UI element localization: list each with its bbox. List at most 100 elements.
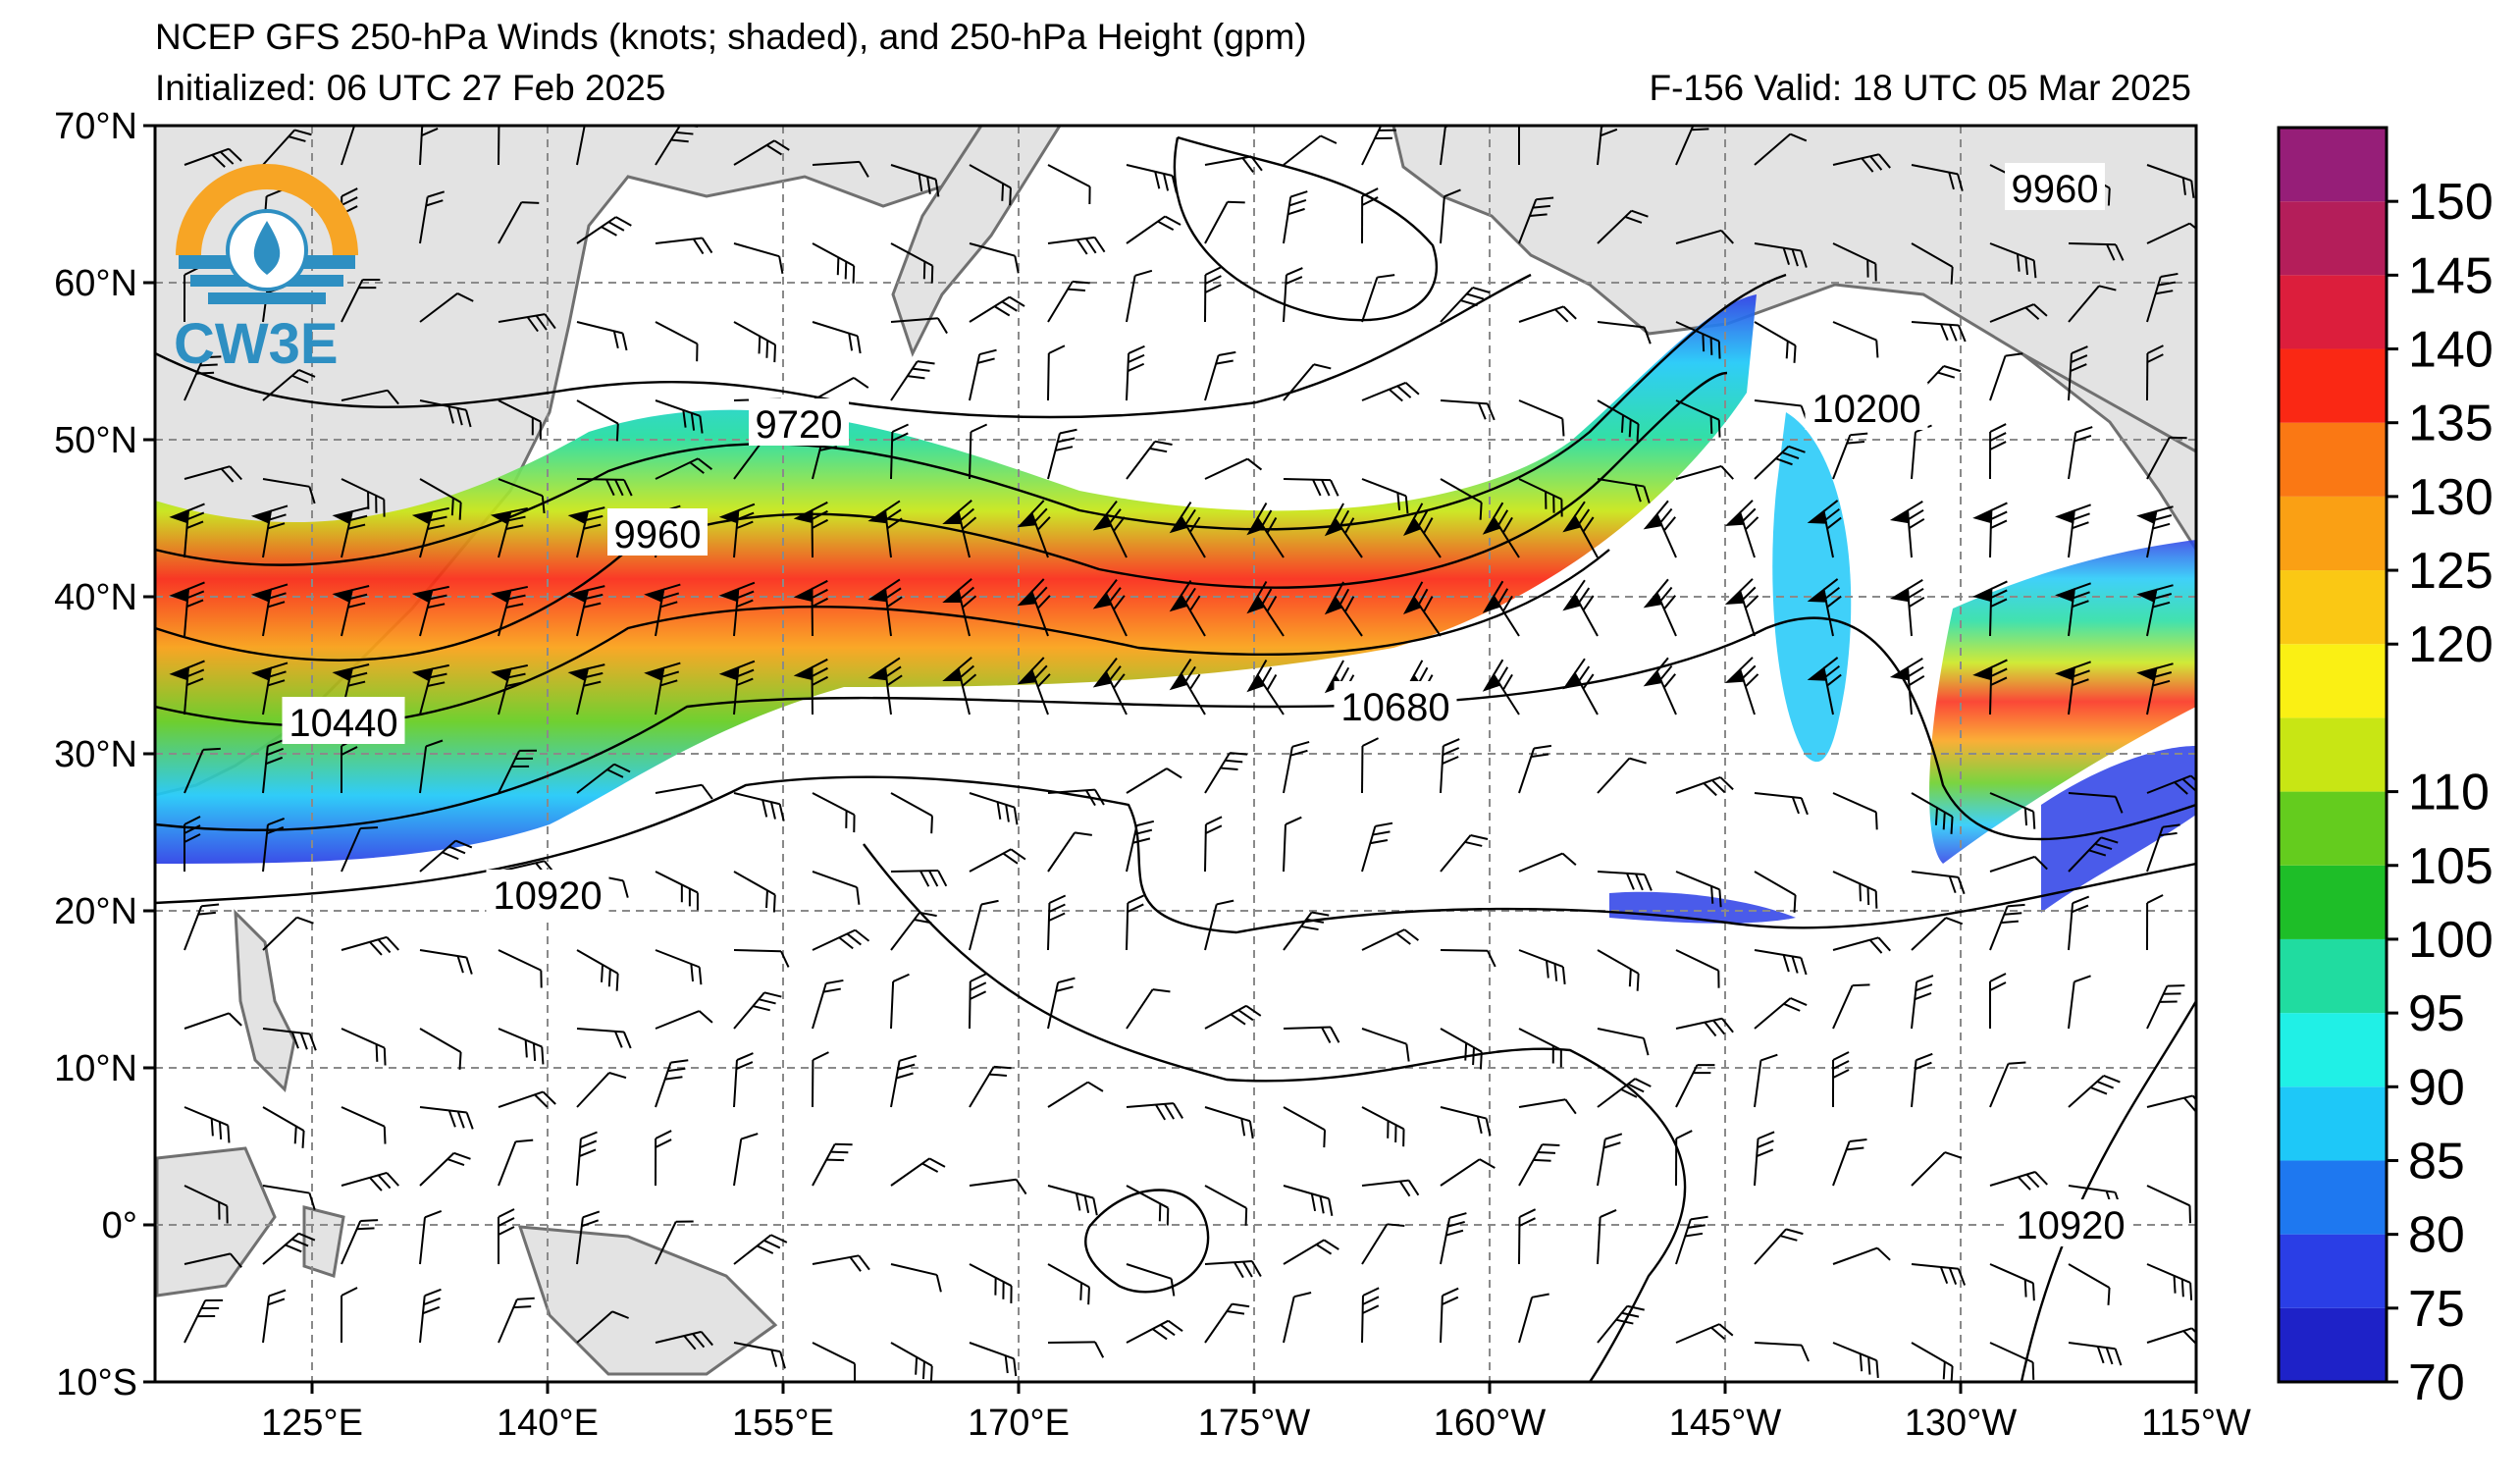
colorbar: 70 75 80 85 90 95 100 105 110 120 125 130 135 140 145 1… <box>2277 126 2494 1411</box>
wind-barb <box>567 506 605 558</box>
wind-barb <box>1518 852 1577 873</box>
wind-barb <box>411 506 449 558</box>
wind-barb <box>1047 1081 1104 1108</box>
wind-barb <box>2068 1263 2111 1305</box>
wind-barb <box>1675 229 1734 244</box>
wind-barb <box>1562 658 1599 715</box>
lat-label: 10°N <box>54 1048 137 1089</box>
subtropical-jet-east <box>1929 540 2196 864</box>
lon-label: 155°E <box>732 1403 834 1444</box>
wind-barb <box>262 369 316 401</box>
wind-barb <box>576 321 628 351</box>
wind-barb <box>184 465 242 483</box>
wind-barb <box>2068 242 2125 261</box>
wind-barb <box>419 1151 471 1187</box>
wind-barb <box>1597 1209 1617 1265</box>
colorbar-label: 75 <box>2408 1281 2465 1338</box>
wind-barb <box>655 321 699 362</box>
wind-barb <box>169 581 205 637</box>
wind-barb <box>341 1106 387 1144</box>
main-jet-band <box>155 294 1757 864</box>
wind-barb <box>1283 363 1332 401</box>
wind-barb <box>576 216 632 244</box>
wind-barb <box>1989 792 2036 829</box>
wind-barb <box>1675 949 1720 988</box>
wind-barb <box>1724 500 1759 558</box>
wind-barb <box>969 164 1012 206</box>
wind-barb <box>1989 352 2023 401</box>
lon-label: 170°E <box>968 1403 1070 1444</box>
wind-barb <box>1017 500 1051 558</box>
wind-barb <box>1675 1323 1734 1344</box>
lon-label: 145°W <box>1669 1403 1782 1444</box>
wind-barb <box>1675 464 1734 480</box>
wind-barb <box>1283 911 1330 951</box>
wind-barb <box>1911 871 1966 895</box>
wind-barb <box>1972 502 2008 558</box>
wind-barb <box>1361 1287 1380 1344</box>
wind-barb <box>1675 321 1721 359</box>
wind-barb <box>1047 236 1106 255</box>
baja-jet <box>2041 746 2196 913</box>
wind-barb <box>969 348 997 401</box>
wind-barb <box>576 399 619 442</box>
wind-barb <box>1440 834 1489 873</box>
wind-barb <box>1989 423 2007 480</box>
wind-barb <box>1204 899 1234 951</box>
wind-barb <box>262 1185 316 1210</box>
contour-label: 10680 <box>1340 686 1449 729</box>
wind-barb <box>2146 436 2187 480</box>
wind-barb <box>1518 305 1577 323</box>
wind-barb <box>576 1310 629 1344</box>
wind-barb <box>1911 975 1934 1030</box>
wind-barb <box>1047 344 1066 401</box>
colorbar-swatch <box>2279 1234 2387 1308</box>
wind-barb <box>812 979 844 1030</box>
wind-barb <box>184 1252 242 1268</box>
wind-barb <box>1204 155 1263 173</box>
cw3e-logo: CW3E <box>169 157 365 383</box>
lon-label: 175°W <box>1198 1403 1311 1444</box>
wind-barb <box>250 662 289 715</box>
wind-barb <box>2146 984 2185 1030</box>
wind-barb <box>1283 1239 1339 1265</box>
wind-barb <box>812 871 861 905</box>
wind-barb <box>1597 871 1653 891</box>
wind-barb <box>1518 1098 1577 1115</box>
wind-barb <box>812 1051 829 1108</box>
wind-barb <box>419 399 472 428</box>
wind-barb <box>1518 399 1565 437</box>
lon-label: 140°E <box>497 1403 599 1444</box>
contour-label-bg <box>607 508 708 556</box>
colorbar-swatch <box>2279 422 2387 497</box>
wind-barb <box>2068 792 2124 814</box>
wind-barb <box>1440 399 1496 421</box>
wind-barb <box>1361 126 1396 166</box>
wind-barb <box>969 848 1026 873</box>
wind-barb <box>341 126 357 166</box>
wind-barb <box>969 423 988 480</box>
wind-barb <box>969 973 987 1030</box>
wind-barb <box>644 583 681 637</box>
wind-barb <box>341 1028 387 1066</box>
wind-barb <box>1047 894 1067 951</box>
wind-barb <box>1126 1263 1176 1297</box>
wind-barb <box>1911 1052 1933 1108</box>
wind-barb <box>567 585 605 637</box>
contour-label: 10920 <box>493 874 602 918</box>
wind-barb <box>1361 274 1395 323</box>
wind-barb <box>1361 928 1419 951</box>
lon-label: 160°W <box>1434 1403 1547 1444</box>
wind-barb <box>498 1139 534 1187</box>
wind-barb <box>262 1289 287 1344</box>
wind-barb <box>890 1157 946 1187</box>
contour-label-bg <box>749 398 849 446</box>
wind-barb <box>1643 578 1677 637</box>
wind-barb <box>184 816 201 873</box>
wind-barb <box>890 973 910 1030</box>
wind-barb <box>1675 399 1721 438</box>
wind-barb <box>498 399 542 440</box>
closed-high <box>1084 1189 1210 1294</box>
wind-barb <box>576 1210 601 1265</box>
wind-barb <box>1047 788 1105 807</box>
